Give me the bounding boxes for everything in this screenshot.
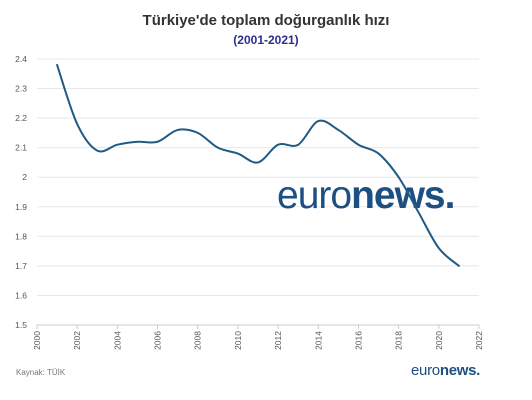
y-tick-label: 1.5 — [15, 320, 27, 330]
x-tick-label: 2022 — [474, 331, 484, 350]
x-tick-label: 2014 — [313, 331, 323, 350]
data-point-2012 — [277, 143, 280, 146]
data-point-2019 — [417, 211, 420, 214]
data-point-2016 — [357, 143, 360, 146]
x-tick-label: 2008 — [193, 331, 203, 350]
x-tick-label: 2000 — [32, 331, 42, 350]
data-point-2011 — [257, 161, 260, 164]
grid-lines — [36, 58, 480, 329]
y-tick-labels: 1.5 1.6 1.7 1.8 1.9 2 2.1 2.2 2.3 2.4 — [15, 54, 27, 330]
data-point-2008 — [196, 131, 199, 134]
source-note: Kaynak: TÜİK — [16, 368, 66, 377]
chart-subtitle: (2001-2021) — [233, 33, 299, 47]
y-tick-label: 2.4 — [15, 54, 27, 64]
data-point-2010 — [236, 152, 239, 155]
footer-logo: euronews. — [411, 362, 480, 379]
data-point-2004 — [116, 143, 119, 146]
y-tick-label: 2 — [22, 172, 27, 182]
x-tick-label: 2018 — [394, 331, 404, 350]
x-tick-label: 2004 — [112, 331, 122, 350]
svg-text:euronews.: euronews. — [277, 174, 454, 217]
series-layer — [56, 63, 460, 267]
data-point-2003 — [96, 149, 99, 152]
x-tick-label: 2006 — [153, 331, 163, 350]
watermark-text-news: news — [351, 174, 445, 217]
data-point-2017 — [377, 152, 380, 155]
data-point-2009 — [216, 146, 219, 149]
x-tick-label: 2020 — [434, 331, 444, 350]
data-point-2014 — [317, 120, 320, 123]
y-tick-label: 1.7 — [15, 261, 27, 271]
x-tick-label: 2012 — [273, 331, 283, 350]
footer-logo-euro: euro — [411, 362, 440, 379]
x-tick-label: 2010 — [233, 331, 243, 350]
watermark-text-euro: euro — [277, 174, 351, 217]
footer-logo-dot: . — [476, 362, 481, 379]
data-point-2021 — [457, 264, 460, 267]
data-point-2006 — [156, 140, 159, 143]
y-tick-label: 1.8 — [15, 231, 27, 241]
fertility-rate-line — [56, 63, 460, 267]
watermark-logo: euronews. — [277, 174, 455, 217]
watermark-dot: . — [445, 174, 455, 217]
x-tick-label: 2002 — [72, 331, 82, 350]
chart-title: Türkiye'de toplam doğurganlık hızı — [142, 12, 390, 29]
data-point-2005 — [136, 140, 139, 143]
data-point-2013 — [297, 143, 300, 146]
y-tick-label: 1.6 — [15, 290, 27, 300]
y-tick-label: 2.1 — [15, 143, 27, 153]
data-point-2007 — [176, 128, 179, 131]
y-tick-label: 1.9 — [15, 202, 27, 212]
y-tick-label: 2.3 — [15, 84, 27, 94]
data-point-2020 — [437, 247, 440, 250]
x-tick-label: 2016 — [353, 331, 363, 350]
data-point-2015 — [337, 128, 340, 131]
footer-logo-news: news — [439, 362, 477, 379]
data-point-2018 — [397, 176, 400, 179]
x-tick-labels: 2000 2002 2004 2006 2008 2010 2012 2014 2016 2018… — [32, 331, 484, 350]
data-point-2002 — [76, 123, 79, 126]
data-point-2001 — [56, 63, 59, 66]
y-tick-label: 2.2 — [15, 113, 27, 123]
